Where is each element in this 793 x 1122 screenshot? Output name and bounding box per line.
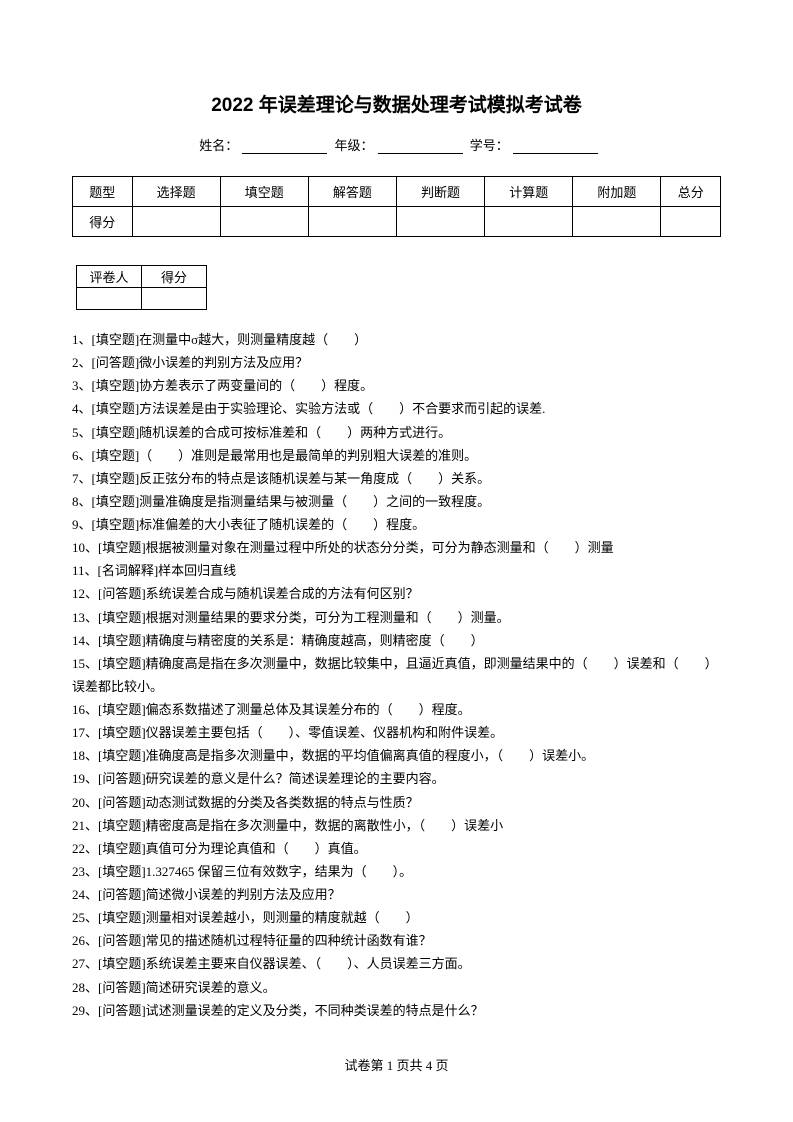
name-label: 姓名： [199,138,238,153]
question-item: 21、[填空题]精密度高是指在多次测量中，数据的离散性小，（ ）误差小 [72,814,721,837]
question-item: 18、[填空题]准确度高是指多次测量中，数据的平均值偏离真值的程度小，（ ）误差… [72,744,721,767]
question-item: 10、[填空题]根据被测量对象在测量过程中所处的状态分分类，可分为静态测量和（ … [72,536,721,559]
question-item: 1、[填空题]在测量中σ越大，则测量精度越（ ） [72,328,721,351]
grader-label: 评卷人 [77,266,142,288]
grader-score-blank [142,288,207,310]
question-item: 24、[问答题]简述微小误差的判别方法及应用？ [72,883,721,906]
score-cell [661,207,721,237]
question-item: 4、[填空题]方法误差是由于实验理论、实验方法或（ ）不合要求而引起的误差. [72,397,721,420]
question-item: 19、[问答题]研究误差的意义是什么？简述误差理论的主要内容。 [72,767,721,790]
question-item: 9、[填空题]标准偏差的大小表征了随机误差的（ ）程度。 [72,513,721,536]
question-item: 16、[填空题]偏态系数描述了测量总体及其误差分布的（ ）程度。 [72,698,721,721]
question-item: 29、[问答题]试述测量误差的定义及分类，不同种类误差的特点是什么？ [72,999,721,1022]
question-item: 23、[填空题]1.327465 保留三位有效数字，结果为（ ）。 [72,860,721,883]
question-item: 22、[填空题]真值可分为理论真值和（ ）真值。 [72,837,721,860]
question-item: 12、[问答题]系统误差合成与随机误差合成的方法有何区别？ [72,582,721,605]
question-item: 5、[填空题]随机误差的合成可按标准差和（ ）两种方式进行。 [72,421,721,444]
question-item: 15、[填空题]精确度高是指在多次测量中，数据比较集中，且逼近真值，即测量结果中… [72,652,721,698]
score-table: 题型 选择题 填空题 解答题 判断题 计算题 附加题 总分 得分 [72,176,721,237]
score-header-cell: 判断题 [396,177,484,207]
question-item: 27、[填空题]系统误差主要来自仪器误差、（ ）、人员误差三方面。 [72,952,721,975]
grade-label: 年级： [334,138,373,153]
score-cell [132,207,220,237]
score-header-cell: 解答题 [308,177,396,207]
question-item: 28、[问答题]简述研究误差的意义。 [72,976,721,999]
question-item: 11、[名词解释]样本回归直线 [72,559,721,582]
score-header-cell: 填空题 [220,177,308,207]
page-footer: 试卷第 1 页共 4 页 [0,1055,793,1074]
score-header-cell: 计算题 [485,177,573,207]
score-row-label: 得分 [73,207,133,237]
question-item: 25、[填空题]测量相对误差越小，则测量的精度就越（ ） [72,906,721,929]
id-label: 学号： [470,138,509,153]
question-item: 13、[填空题]根据对测量结果的要求分类，可分为工程测量和（ ）测量。 [72,606,721,629]
question-item: 6、[填空题]（ ）准则是最常用也是最简单的判别粗大误差的准则。 [72,444,721,467]
name-blank [242,140,327,154]
question-item: 7、[填空题]反正弦分布的特点是该随机误差与某一角度成（ ）关系。 [72,467,721,490]
question-item: 20、[问答题]动态测试数据的分类及各类数据的特点与性质？ [72,791,721,814]
exam-title: 2022 年误差理论与数据处理考试模拟考试卷 [72,90,721,117]
question-item: 26、[问答题]常见的描述随机过程特征量的四种统计函数有谁？ [72,929,721,952]
question-item: 14、[填空题]精确度与精密度的关系是：精确度越高，则精密度（ ） [72,629,721,652]
score-header-cell: 附加题 [573,177,661,207]
score-cell [308,207,396,237]
question-item: 2、[问答题]微小误差的判别方法及应用？ [72,351,721,374]
question-item: 8、[填空题]测量准确度是指测量结果与被测量（ ）之间的一致程度。 [72,490,721,513]
question-item: 3、[填空题]协方差表示了两变量间的（ ）程度。 [72,374,721,397]
score-value-row: 得分 [73,207,721,237]
score-cell [396,207,484,237]
score-header-row: 题型 选择题 填空题 解答题 判断题 计算题 附加题 总分 [73,177,721,207]
grader-score-label: 得分 [142,266,207,288]
id-blank [513,140,598,154]
questions-container: 1、[填空题]在测量中σ越大，则测量精度越（ ）2、[问答题]微小误差的判别方法… [72,328,721,1022]
grader-table: 评卷人 得分 [76,265,207,310]
score-header-cell: 选择题 [132,177,220,207]
score-cell [573,207,661,237]
score-cell [485,207,573,237]
grader-blank [77,288,142,310]
score-cell [220,207,308,237]
score-header-cell: 题型 [73,177,133,207]
grade-blank [378,140,463,154]
question-item: 17、[填空题]仪器误差主要包括（ ）、零值误差、仪器机构和附件误差。 [72,721,721,744]
student-info-line: 姓名： 年级： 学号： [72,135,721,154]
score-header-cell: 总分 [661,177,721,207]
